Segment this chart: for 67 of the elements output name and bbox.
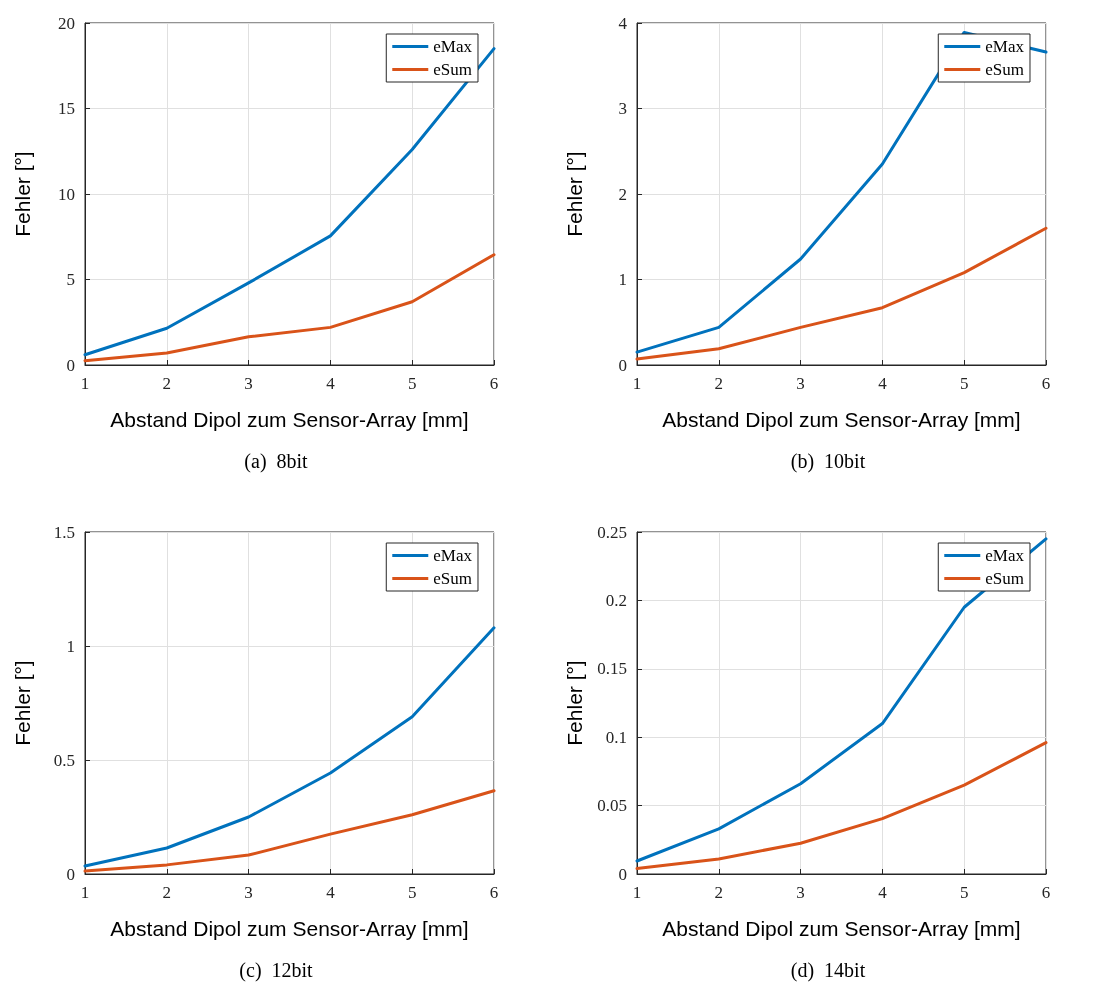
line-series — [635, 226, 1048, 361]
y-tick-label: 0 — [618, 355, 627, 375]
y-tick-label: 10 — [58, 184, 75, 204]
text: (a) 8bit — [244, 450, 309, 473]
x-tick-label: 2 — [714, 374, 724, 393]
y-tick-label: 0 — [618, 864, 627, 884]
x-tick-label: 5 — [407, 883, 417, 902]
text: (d) 14bit — [790, 959, 866, 982]
x-tick-label: 1 — [632, 374, 642, 393]
x-tick-label: 3 — [796, 374, 805, 393]
legend-label: eMax — [433, 546, 473, 565]
y-tick-label: 1 — [618, 270, 627, 289]
x-tick-label: 5 — [407, 374, 417, 393]
x-tick-label: 2 — [162, 374, 172, 393]
y-axis-title: Fehler [°] — [11, 660, 34, 746]
x-tick-label: 3 — [244, 883, 253, 902]
y-tick-label: 0.2 — [605, 590, 627, 610]
x-axis-title: Abstand Dipol zum Sensor-Array [mm] — [662, 917, 1021, 940]
x-tick-label: 2 — [714, 883, 724, 902]
x-tick-label: 1 — [632, 883, 642, 902]
x-tick-label: 6 — [489, 883, 499, 902]
y-tick-label: 5 — [66, 270, 75, 289]
y-tick-label: 3 — [618, 99, 627, 118]
legend-label: eSum — [433, 569, 473, 588]
legend-label: eMax — [433, 37, 473, 56]
legend-label: eMax — [985, 546, 1025, 565]
x-tick-label: 1 — [80, 883, 90, 902]
x-tick-label: 6 — [1041, 374, 1051, 393]
line-series — [635, 741, 1048, 871]
line-series — [83, 626, 496, 868]
x-tick-label: 4 — [326, 374, 336, 393]
y-tick-label: 0.25 — [597, 522, 627, 542]
x-tick-label: 6 — [1041, 883, 1051, 902]
x-axis-title: Abstand Dipol zum Sensor-Array [mm] — [110, 917, 469, 940]
text: (b) 10bit — [790, 450, 866, 473]
x-tick-label: 3 — [244, 374, 253, 393]
y-tick-label: 0.1 — [605, 727, 627, 747]
y-tick-label: 20 — [58, 13, 75, 33]
x-tick-label: 4 — [878, 883, 888, 902]
y-tick-label: 4 — [618, 13, 628, 33]
x-axis-title: Abstand Dipol zum Sensor-Array [mm] — [110, 408, 469, 431]
legend-label: eSum — [985, 569, 1025, 588]
y-tick-label: 0 — [66, 864, 75, 884]
legend-label: eSum — [433, 60, 473, 79]
y-tick-label: 0.5 — [53, 750, 75, 770]
y-tick-label: 1.5 — [53, 522, 75, 542]
text: (c) 12bit — [239, 959, 314, 982]
x-axis-title: Abstand Dipol zum Sensor-Array [mm] — [662, 408, 1021, 431]
x-tick-label: 3 — [796, 883, 805, 902]
x-tick-label: 4 — [326, 883, 336, 902]
x-tick-label: 4 — [878, 374, 888, 393]
legend-label: eSum — [985, 60, 1025, 79]
legend-label: eMax — [985, 37, 1025, 56]
y-tick-label: 0.15 — [597, 659, 627, 679]
x-tick-label: 1 — [80, 374, 90, 393]
y-tick-label: 2 — [618, 184, 627, 204]
y-tick-label: 0 — [66, 355, 75, 375]
y-tick-label: 0.05 — [597, 796, 627, 816]
y-axis-title: Fehler [°] — [11, 151, 34, 237]
y-axis-title: Fehler [°] — [563, 151, 586, 237]
y-tick-label: 1 — [66, 636, 75, 656]
x-tick-label: 6 — [489, 374, 499, 393]
x-tick-label: 5 — [959, 883, 969, 902]
y-axis-title: Fehler [°] — [563, 660, 586, 746]
x-tick-label: 2 — [162, 883, 172, 902]
x-tick-label: 5 — [959, 374, 969, 393]
y-tick-label: 15 — [58, 99, 75, 118]
